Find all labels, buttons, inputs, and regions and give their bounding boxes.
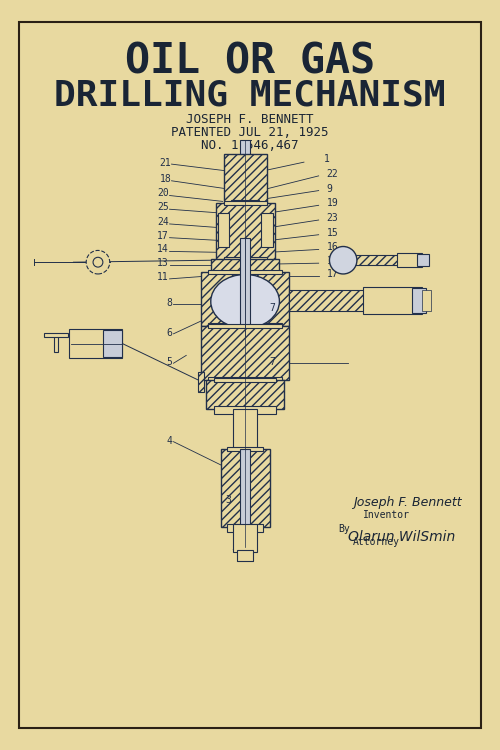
Text: Joseph F. Bennett: Joseph F. Bennett: [353, 496, 462, 509]
Bar: [224, 202, 266, 206]
Bar: [201, 326, 289, 380]
Bar: [224, 154, 266, 203]
Text: Inventor: Inventor: [363, 510, 410, 520]
Bar: [224, 257, 266, 267]
Bar: [208, 270, 282, 274]
Text: By: By: [338, 524, 350, 534]
Text: 11: 11: [157, 272, 168, 282]
Bar: [232, 200, 259, 208]
Bar: [422, 290, 432, 311]
Text: JOSEPH F. BENNETT: JOSEPH F. BENNETT: [186, 113, 314, 127]
Text: 10: 10: [326, 256, 338, 266]
Bar: [214, 406, 276, 414]
Text: 14: 14: [157, 244, 168, 254]
Text: 20: 20: [157, 188, 168, 199]
Circle shape: [330, 247, 357, 274]
Bar: [261, 213, 272, 248]
Bar: [237, 550, 253, 561]
Text: Olarun WilSmin: Olarun WilSmin: [348, 530, 456, 544]
Bar: [363, 286, 422, 314]
Bar: [198, 372, 204, 392]
Bar: [234, 524, 257, 551]
Bar: [353, 255, 402, 266]
Text: 4: 4: [166, 436, 172, 445]
Bar: [211, 260, 280, 277]
Bar: [72, 333, 101, 355]
Text: 15: 15: [326, 228, 338, 238]
Text: 17: 17: [326, 269, 338, 279]
Text: 21: 21: [160, 158, 172, 168]
Bar: [201, 272, 289, 326]
Text: 24: 24: [157, 217, 168, 227]
Text: 13: 13: [157, 258, 168, 268]
Ellipse shape: [211, 274, 280, 328]
Text: 25: 25: [157, 202, 168, 212]
Bar: [220, 448, 270, 527]
Bar: [397, 254, 421, 267]
Bar: [206, 380, 284, 410]
Text: 16: 16: [326, 242, 338, 253]
Text: 17: 17: [157, 231, 168, 241]
Bar: [228, 446, 263, 451]
Bar: [44, 333, 68, 337]
Text: 18: 18: [160, 174, 172, 184]
Text: 9: 9: [326, 184, 332, 194]
Bar: [103, 330, 122, 357]
Bar: [289, 290, 368, 311]
Text: 7: 7: [270, 303, 276, 313]
Bar: [241, 154, 249, 159]
Bar: [240, 448, 250, 527]
Bar: [214, 378, 276, 382]
Text: 22: 22: [326, 169, 338, 178]
Bar: [208, 323, 282, 331]
Bar: [54, 334, 58, 352]
Text: NO. 1,546,467: NO. 1,546,467: [201, 139, 299, 152]
Bar: [412, 288, 426, 314]
Bar: [208, 324, 282, 328]
Bar: [417, 254, 428, 266]
Circle shape: [93, 257, 103, 267]
Circle shape: [86, 251, 110, 274]
Text: 1: 1: [324, 154, 330, 164]
Bar: [208, 377, 282, 385]
Text: 7: 7: [270, 357, 276, 368]
Text: OIL OR GAS: OIL OR GAS: [125, 40, 375, 82]
Bar: [240, 238, 250, 336]
Bar: [228, 524, 263, 532]
Text: DRILLING MECHANISM: DRILLING MECHANISM: [54, 79, 446, 112]
Bar: [234, 410, 257, 454]
Text: 3: 3: [226, 494, 232, 505]
Bar: [240, 140, 250, 547]
Bar: [216, 203, 274, 262]
Text: 19: 19: [326, 198, 338, 208]
Text: 8: 8: [166, 298, 172, 308]
Bar: [228, 159, 263, 189]
Text: 23: 23: [326, 213, 338, 223]
Bar: [218, 213, 230, 248]
Text: PATENTED JUL 21, 1925: PATENTED JUL 21, 1925: [171, 126, 329, 140]
Text: Attorney: Attorney: [353, 537, 400, 547]
Text: 5: 5: [166, 357, 172, 368]
Bar: [68, 329, 122, 358]
Text: 6: 6: [166, 328, 172, 338]
